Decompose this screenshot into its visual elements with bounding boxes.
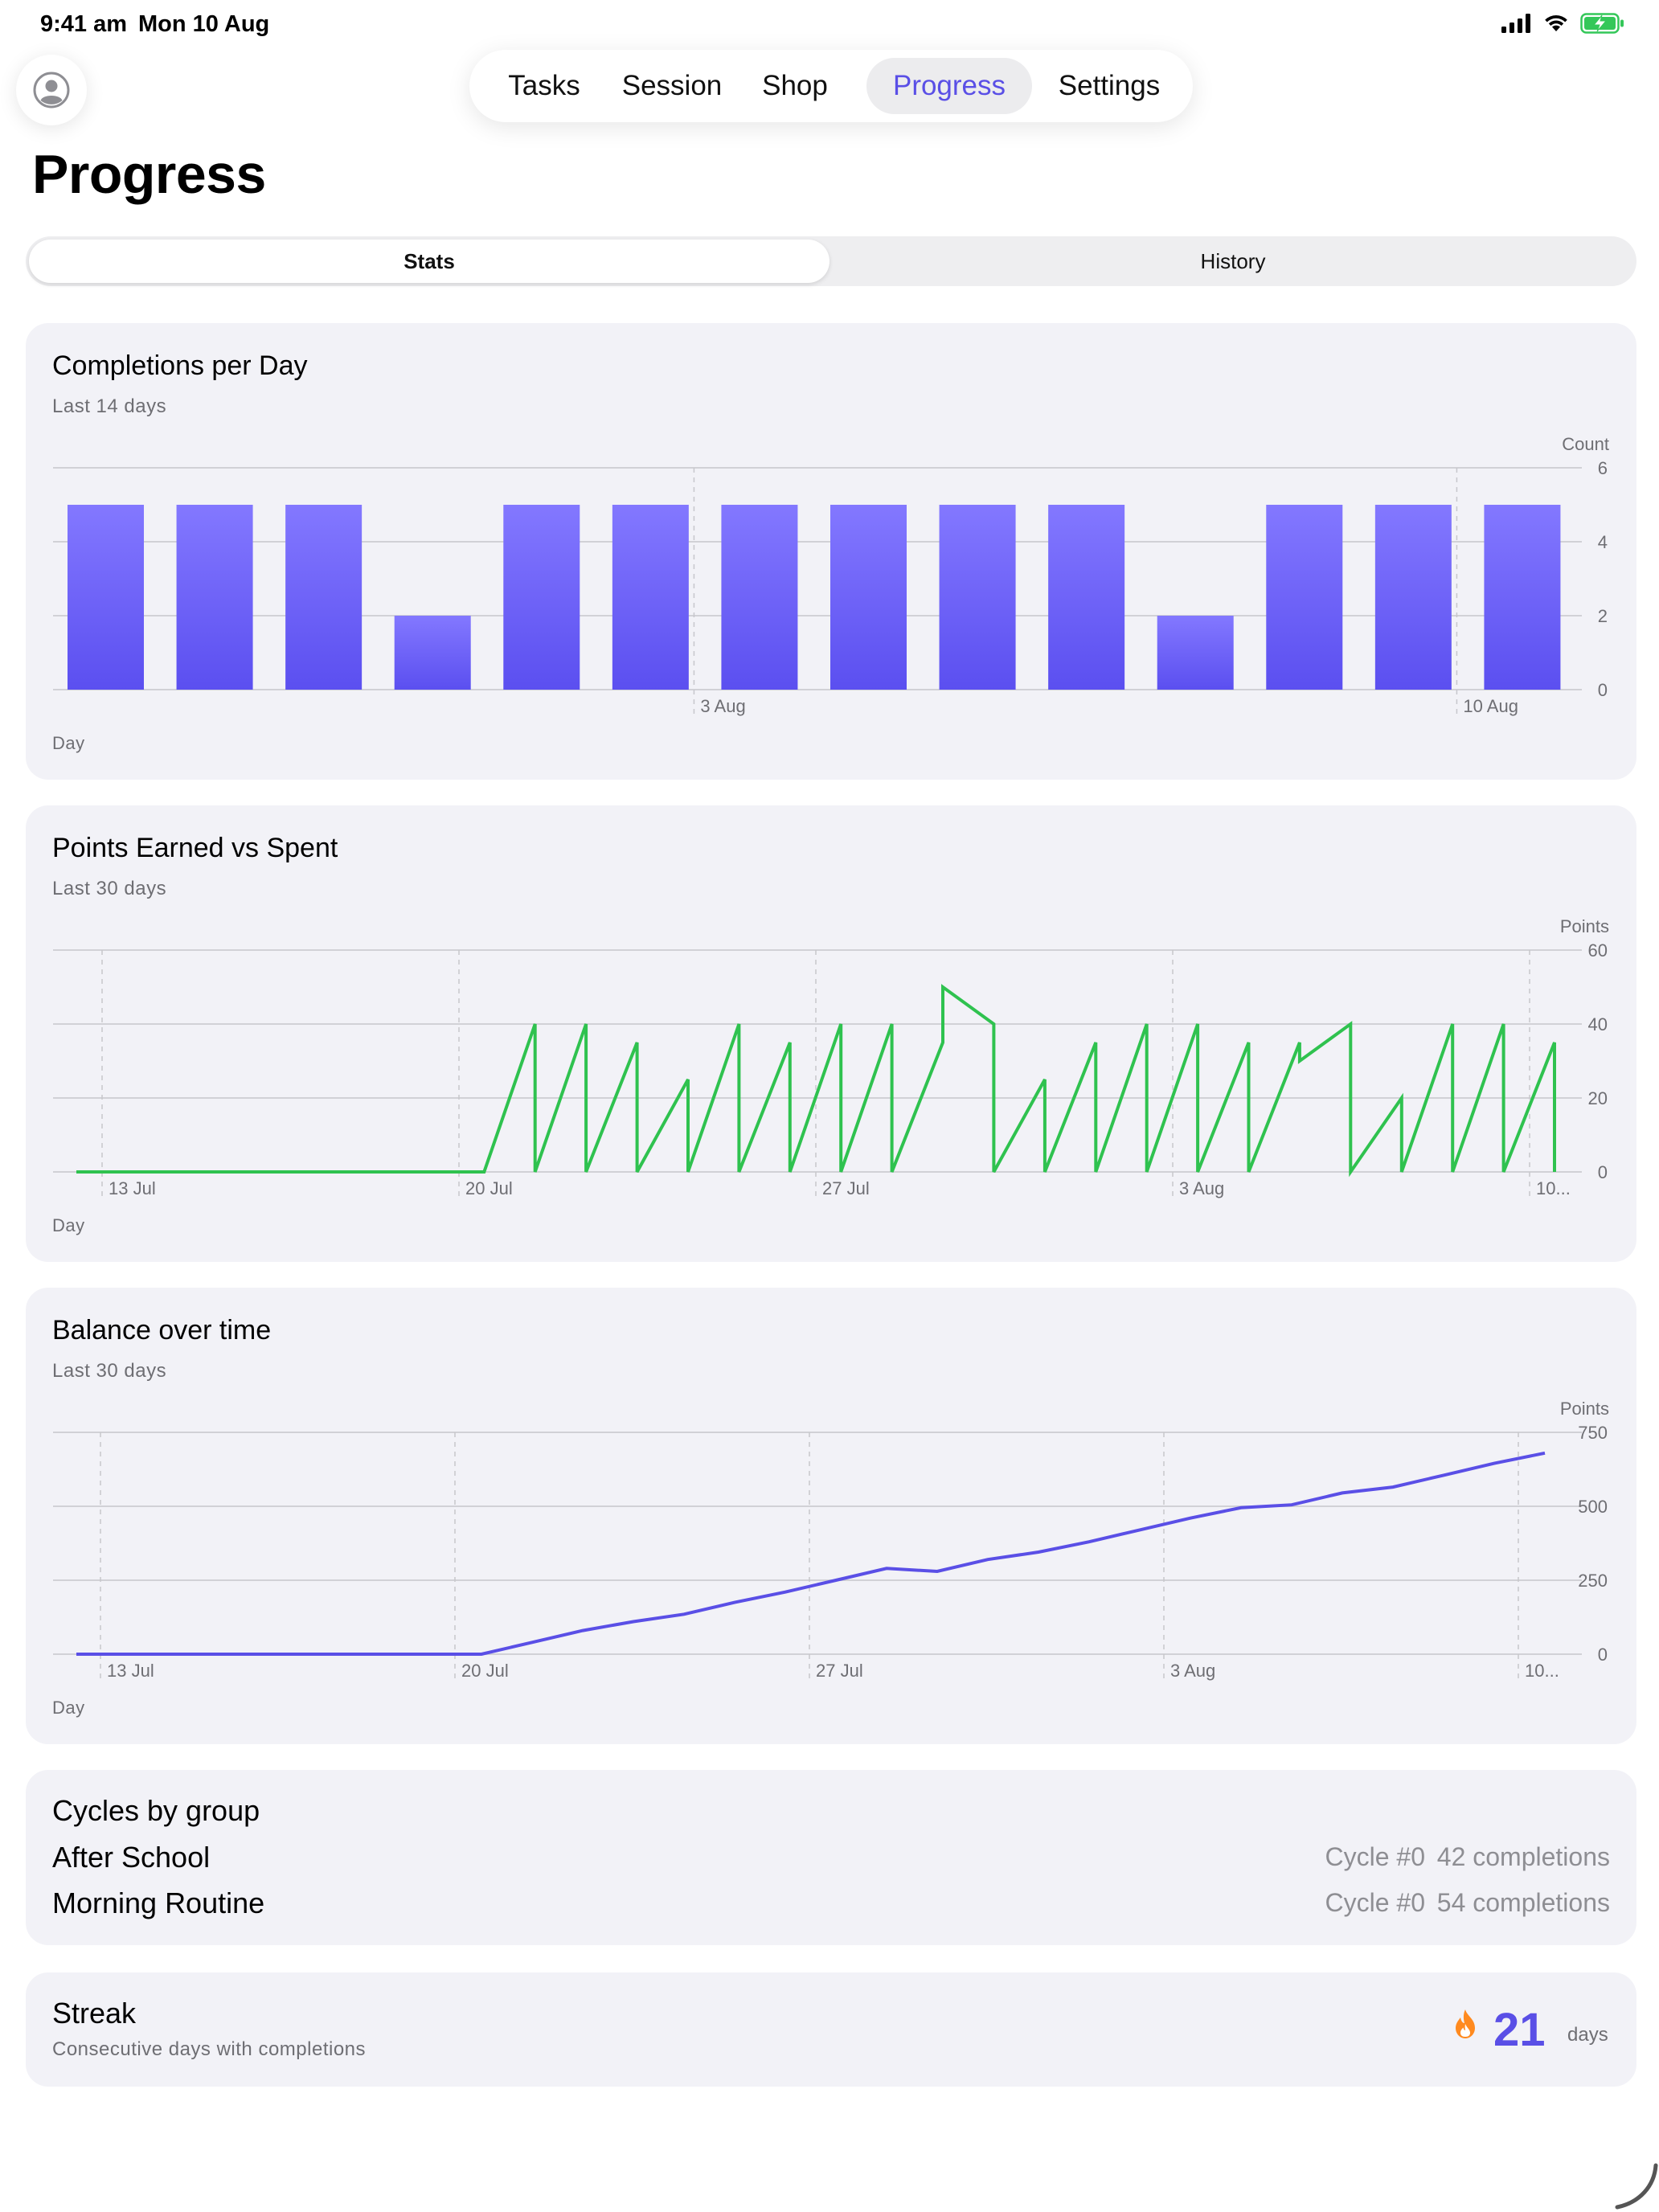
streak-value: 21 bbox=[1493, 2004, 1546, 2056]
y-tick-label: 500 bbox=[1578, 1497, 1608, 1517]
bar bbox=[830, 505, 907, 690]
bar bbox=[1157, 616, 1234, 690]
page-title: Progress bbox=[32, 144, 266, 205]
bar bbox=[68, 505, 144, 690]
streak-card: Streak Consecutive days with completions… bbox=[26, 1972, 1636, 2087]
points-x-axis-label: Day bbox=[52, 1215, 85, 1235]
tab-shop[interactable]: Shop bbox=[762, 70, 828, 101]
flame-icon bbox=[1456, 2009, 1475, 2038]
group-cycle: Cycle #0 bbox=[1325, 1842, 1426, 1871]
x-tick-label: 27 Jul bbox=[822, 1178, 870, 1198]
x-tick-label: 10... bbox=[1525, 1661, 1559, 1681]
y-tick-label: 0 bbox=[1598, 1162, 1608, 1182]
bar bbox=[1484, 505, 1561, 690]
bar bbox=[612, 505, 689, 690]
group-completions: 42 completions bbox=[1436, 1842, 1610, 1871]
x-tick-label: 13 Jul bbox=[109, 1178, 156, 1198]
points-line-chart: 0 20 40 60 Points 13 Jul 20 Jul 27 Jul 3 Aug 10..… bbox=[53, 916, 1609, 1198]
y-tick-label: 60 bbox=[1588, 940, 1608, 961]
segment-stats[interactable]: Stats bbox=[29, 240, 830, 283]
y-axis-label: Count bbox=[1562, 434, 1609, 454]
points-card: Points Earned vs Spent Last 30 days 0 20 4… bbox=[26, 805, 1636, 1262]
x-tick-label: 20 Jul bbox=[461, 1661, 509, 1681]
y-tick-label: 0 bbox=[1598, 1645, 1608, 1665]
group-row: Morning Routine Cycle #0 54 completions bbox=[52, 1886, 1610, 1922]
completions-title: Completions per Day bbox=[52, 350, 308, 381]
status-time: 9:41 am bbox=[40, 11, 128, 37]
balance-card: Balance over time Last 30 days 0 250 500 75… bbox=[26, 1288, 1636, 1744]
cellular-signal-icon bbox=[1501, 14, 1530, 33]
tab-progress[interactable]: Progress bbox=[866, 58, 1032, 114]
balance-x-axis-label: Day bbox=[52, 1698, 85, 1718]
x-tick-label: 10 Aug bbox=[1463, 696, 1518, 716]
balance-title: Balance over time bbox=[52, 1315, 272, 1346]
cycles-card: Cycles by group After School Cycle #0 42… bbox=[26, 1770, 1636, 1945]
y-axis-label: Points bbox=[1560, 1399, 1609, 1419]
bar bbox=[394, 616, 471, 690]
bar bbox=[1266, 505, 1343, 690]
segment-history[interactable]: History bbox=[1200, 249, 1266, 273]
profile-button[interactable] bbox=[16, 55, 87, 125]
bar bbox=[939, 505, 1016, 690]
streak-unit: days bbox=[1567, 2024, 1608, 2046]
status-bar: 9:41 am Mon 10 Aug bbox=[0, 0, 1659, 51]
bar bbox=[176, 505, 253, 690]
tab-settings[interactable]: Settings bbox=[1058, 70, 1161, 101]
x-tick-label: 3 Aug bbox=[700, 696, 745, 716]
y-tick-label: 6 bbox=[1598, 458, 1608, 478]
x-tick-label: 13 Jul bbox=[107, 1661, 154, 1681]
completions-card: Completions per Day Last 14 days 0 2 4 6 Cou… bbox=[26, 323, 1636, 780]
streak-subtitle: Consecutive days with completions bbox=[52, 2038, 367, 2060]
bar bbox=[285, 505, 363, 690]
group-cycle: Cycle #0 bbox=[1325, 1888, 1426, 1917]
completions-x-axis-label: Day bbox=[52, 733, 85, 753]
completions-bar-chart: 0 2 4 6 Count 3 Aug 10 Aug bbox=[53, 434, 1609, 716]
x-tick-label: 10... bbox=[1536, 1178, 1571, 1198]
status-icons bbox=[1501, 13, 1625, 34]
y-tick-label: 40 bbox=[1588, 1014, 1608, 1034]
group-completions: 54 completions bbox=[1436, 1888, 1610, 1917]
tab-session[interactable]: Session bbox=[621, 70, 723, 101]
status-date: Mon 10 Aug bbox=[138, 11, 270, 37]
home-indicator-corner bbox=[1615, 2163, 1658, 2210]
x-tick-label: 3 Aug bbox=[1179, 1178, 1224, 1198]
y-tick-label: 20 bbox=[1588, 1088, 1608, 1108]
bar bbox=[721, 505, 798, 690]
tab-tasks[interactable]: Tasks bbox=[508, 70, 580, 101]
battery-charging-icon bbox=[1580, 13, 1624, 34]
y-tick-label: 750 bbox=[1578, 1423, 1608, 1443]
person-circle-icon bbox=[33, 72, 70, 109]
y-tick-label: 2 bbox=[1598, 606, 1608, 626]
series-line bbox=[76, 1451, 1546, 1656]
top-tab-bar: Tasks Session Shop Progress Settings bbox=[469, 50, 1193, 122]
points-title: Points Earned vs Spent bbox=[52, 833, 338, 863]
completions-subtitle: Last 14 days bbox=[52, 395, 167, 417]
bar bbox=[503, 505, 580, 690]
points-subtitle: Last 30 days bbox=[52, 878, 167, 899]
bar bbox=[1374, 505, 1452, 690]
wifi-icon bbox=[1545, 14, 1567, 31]
streak-title: Streak bbox=[52, 1997, 137, 2030]
y-tick-label: 4 bbox=[1598, 532, 1608, 552]
y-tick-label: 0 bbox=[1598, 680, 1608, 700]
stats-history-segmented-control: Stats History bbox=[26, 236, 1636, 286]
cycles-title: Cycles by group bbox=[52, 1794, 260, 1827]
group-name: Morning Routine bbox=[52, 1886, 265, 1919]
balance-subtitle: Last 30 days bbox=[52, 1360, 167, 1382]
balance-line-chart: 0 250 500 750 Points 13 Jul 20 Jul 27 Jul 3 Aug 1… bbox=[53, 1399, 1609, 1681]
y-axis-label: Points bbox=[1560, 916, 1609, 936]
group-row: After School Cycle #0 42 completions bbox=[52, 1841, 1610, 1876]
x-tick-label: 3 Aug bbox=[1170, 1661, 1215, 1681]
y-tick-label: 250 bbox=[1578, 1571, 1608, 1591]
x-tick-label: 20 Jul bbox=[465, 1178, 513, 1198]
x-tick-label: 27 Jul bbox=[816, 1661, 863, 1681]
series-line bbox=[76, 984, 1556, 1178]
bar bbox=[1048, 505, 1125, 690]
group-name: After School bbox=[52, 1841, 211, 1874]
